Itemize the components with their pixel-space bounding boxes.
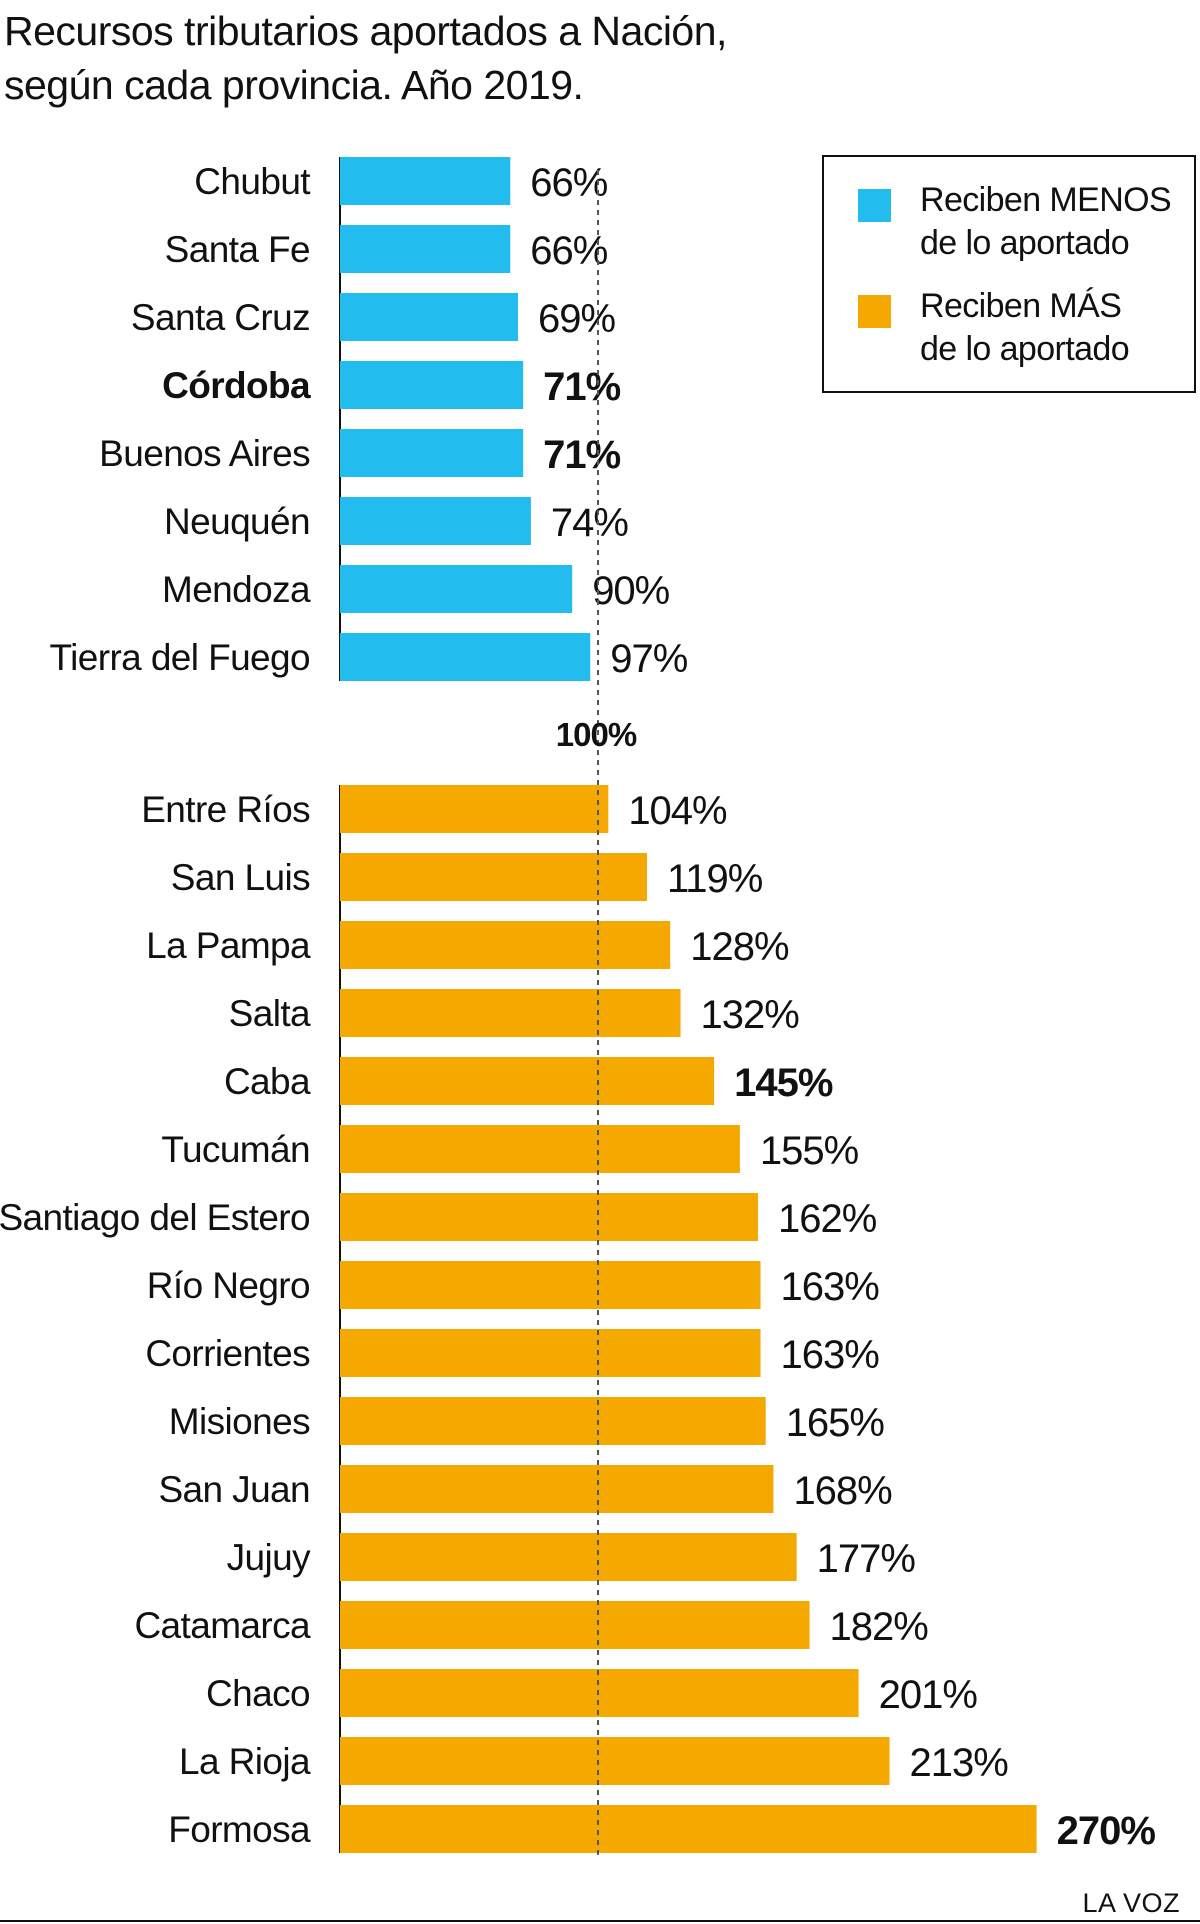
bar-chaco: [340, 1669, 859, 1717]
legend-label-more-line-2: de lo aportado: [920, 330, 1130, 368]
value-label-san-luis: 119%: [667, 857, 763, 901]
value-label-misiones: 165%: [786, 1401, 885, 1445]
value-label-san-juan: 168%: [793, 1469, 892, 1513]
value-label-caba: 145%: [734, 1061, 833, 1105]
bar-santa-cruz: [340, 293, 519, 341]
bottom-divider: [0, 1920, 1200, 1922]
value-label-tucuman: 155%: [760, 1129, 859, 1173]
value-label-jujuy: 177%: [817, 1537, 916, 1581]
category-label-salta: Salta: [229, 993, 311, 1034]
chart-legend: Reciben MENOS de lo aportado Reciben MÁS…: [822, 155, 1196, 393]
legend-label-less-line-2: de lo aportado: [920, 224, 1130, 262]
bar-santiago-del-estero: [340, 1193, 758, 1241]
chart-title-line-1: Recursos tributarios aportados a Nación,: [4, 8, 727, 54]
bar-rio-negro: [340, 1261, 761, 1309]
value-label-buenos-aires: 71%: [543, 433, 620, 477]
bar-formosa: [340, 1805, 1037, 1853]
bar-chubut: [340, 157, 511, 205]
category-label-san-juan: San Juan: [158, 1469, 310, 1510]
category-label-cordoba: Córdoba: [162, 365, 311, 406]
category-label-mendoza: Mendoza: [162, 569, 311, 610]
value-label-santa-cruz: 69%: [538, 297, 615, 341]
bar-caba: [340, 1057, 715, 1105]
legend-label-more-line-1: Reciben MÁS: [920, 287, 1122, 325]
legend-swatch-less: [858, 189, 891, 222]
bar-tucuman: [340, 1125, 740, 1173]
category-label-santa-fe: Santa Fe: [165, 229, 310, 270]
value-label-cordoba: 71%: [543, 365, 620, 409]
value-label-catamarca: 182%: [830, 1605, 929, 1649]
value-label-neuquen: 74%: [551, 501, 628, 545]
chart-title: Recursos tributarios aportados a Nación,…: [4, 4, 904, 112]
category-label-chubut: Chubut: [194, 161, 311, 202]
bar-la-rioja: [340, 1737, 890, 1785]
value-label-la-rioja: 213%: [910, 1741, 1009, 1785]
value-label-tierra-del-fuego: 97%: [610, 637, 687, 681]
bar-entre-rios: [340, 785, 609, 833]
category-label-chaco: Chaco: [206, 1673, 310, 1714]
category-label-caba: Caba: [224, 1061, 311, 1102]
value-label-corrientes: 163%: [781, 1333, 880, 1377]
source-credit: LA VOZ: [1082, 1888, 1180, 1918]
category-label-formosa: Formosa: [168, 1809, 311, 1850]
category-label-buenos-aires: Buenos Aires: [99, 433, 310, 474]
value-label-la-pampa: 128%: [690, 925, 789, 969]
value-label-chaco: 201%: [879, 1673, 978, 1717]
legend-label-less: Reciben MENOS de lo aportado: [920, 179, 1190, 265]
reference-line-label: 100%: [556, 716, 637, 753]
category-label-rio-negro: Río Negro: [147, 1265, 310, 1306]
category-label-tucuman: Tucumán: [161, 1129, 310, 1170]
category-label-misiones: Misiones: [169, 1401, 310, 1442]
bar-cordoba: [340, 361, 524, 409]
bar-buenos-aires: [340, 429, 524, 477]
bar-neuquen: [340, 497, 531, 545]
bar-santa-fe: [340, 225, 511, 273]
category-label-santiago-del-estero: Santiago del Estero: [0, 1197, 310, 1238]
bar-jujuy: [340, 1533, 797, 1581]
bar-tierra-del-fuego: [340, 633, 591, 681]
value-label-santiago-del-estero: 162%: [778, 1197, 877, 1241]
category-label-jujuy: Jujuy: [227, 1537, 311, 1578]
category-label-neuquen: Neuquén: [164, 501, 310, 542]
bar-catamarca: [340, 1601, 810, 1649]
bar-la-pampa: [340, 921, 671, 969]
legend-swatch-more: [858, 295, 891, 328]
category-label-san-luis: San Luis: [171, 857, 310, 898]
bar-salta: [340, 989, 681, 1037]
category-label-catamarca: Catamarca: [134, 1605, 311, 1646]
legend-label-more: Reciben MÁS de lo aportado: [920, 285, 1190, 371]
category-label-la-pampa: La Pampa: [146, 925, 311, 966]
category-label-entre-rios: Entre Ríos: [141, 789, 310, 830]
category-label-tierra-del-fuego: Tierra del Fuego: [50, 637, 311, 678]
value-label-santa-fe: 66%: [530, 229, 607, 273]
value-label-entre-rios: 104%: [628, 789, 727, 833]
bar-san-luis: [340, 853, 648, 901]
category-label-corrientes: Corrientes: [145, 1333, 310, 1374]
category-label-la-rioja: La Rioja: [179, 1741, 311, 1782]
value-label-chubut: 66%: [530, 161, 607, 205]
category-label-santa-cruz: Santa Cruz: [131, 297, 310, 338]
value-label-formosa: 270%: [1057, 1809, 1156, 1853]
bar-corrientes: [340, 1329, 761, 1377]
value-label-salta: 132%: [701, 993, 800, 1037]
value-label-mendoza: 90%: [592, 569, 669, 613]
chart-title-line-2: según cada provincia. Año 2019.: [4, 62, 584, 108]
legend-label-less-line-1: Reciben MENOS: [920, 181, 1172, 219]
bar-misiones: [340, 1397, 766, 1445]
value-label-rio-negro: 163%: [781, 1265, 880, 1309]
bar-mendoza: [340, 565, 573, 613]
bar-san-juan: [340, 1465, 774, 1513]
